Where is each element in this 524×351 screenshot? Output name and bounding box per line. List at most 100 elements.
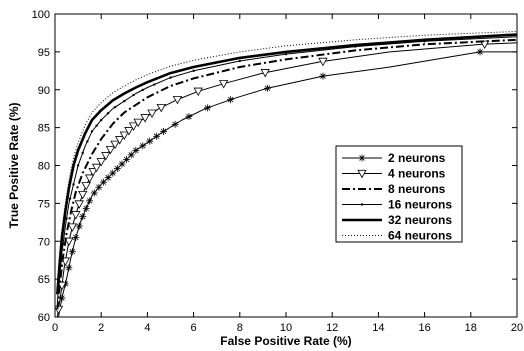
x-tick-label: 20 <box>511 322 523 334</box>
marker-4-neurons <box>147 109 157 119</box>
legend-box <box>335 145 463 243</box>
x-axis-title: False Positive Rate (%) <box>220 334 351 348</box>
y-tick-label: 95 <box>38 47 50 59</box>
marker-4-neurons <box>74 200 84 209</box>
marker-4-neurons <box>78 190 88 200</box>
y-tick-label: 70 <box>38 236 50 248</box>
marker-2-neurons <box>319 72 327 80</box>
marker-2-neurons <box>72 233 80 241</box>
legend-label-4-neurons: 4 neurons <box>388 167 446 181</box>
marker-16-neurons <box>132 93 135 97</box>
marker-4-neurons <box>172 95 183 105</box>
marker-4-neurons <box>318 57 328 67</box>
y-tick-label: 85 <box>38 123 50 135</box>
marker-2-neurons <box>104 174 112 182</box>
marker-4-neurons <box>101 152 111 161</box>
marker-2-neurons <box>185 113 193 121</box>
legend-label-64-neurons: 64 neurons <box>388 229 452 243</box>
y-tick-label: 75 <box>38 198 50 210</box>
x-tick-label: 4 <box>144 322 150 334</box>
marker-4-neurons <box>193 87 203 97</box>
marker-4-neurons <box>115 136 125 145</box>
marker-4-neurons <box>133 118 143 128</box>
marker-4-neurons <box>96 158 106 167</box>
legend-label-16-neurons: 16 neurons <box>388 198 452 212</box>
marker-2-neurons <box>82 204 90 212</box>
x-tick-label: 12 <box>326 322 338 334</box>
marker-2-neurons <box>75 222 83 230</box>
marker-4-neurons <box>88 168 98 177</box>
marker-16-neurons <box>106 112 110 115</box>
marker-16-neurons <box>100 118 103 122</box>
marker-2-neurons <box>100 178 108 186</box>
marker-16-neurons <box>192 69 195 73</box>
marker-16-neurons <box>76 164 80 167</box>
marker-2-neurons <box>153 132 161 140</box>
series-layer <box>55 30 517 317</box>
ticks-layer: 0 2 4 6 8 10 12 14 16 18 20 60 65 70 75 80 85 90 95 100 <box>32 9 523 334</box>
marker-4-neurons <box>479 40 490 50</box>
y-tick-label: 100 <box>32 9 50 21</box>
marker-4-neurons <box>84 174 95 183</box>
marker-2-neurons <box>203 104 211 112</box>
marker-16-neurons <box>141 88 144 92</box>
marker-2-neurons <box>146 137 154 145</box>
marker-2-neurons <box>65 264 73 272</box>
marker-4-neurons <box>110 140 120 150</box>
marker-2-neurons <box>86 197 94 205</box>
x-tick-label: 2 <box>98 322 104 334</box>
marker-16-neurons <box>123 99 126 103</box>
marker-2-neurons <box>132 146 140 154</box>
marker-4-neurons <box>128 122 139 131</box>
y-axis-title: True Positive Rate (%) <box>7 102 21 228</box>
legend-label-2-neurons: 2 neurons <box>388 151 446 165</box>
marker-16-neurons <box>72 183 75 186</box>
legend-label-8-neurons: 8 neurons <box>388 182 446 196</box>
series-line-32-neurons <box>56 33 517 295</box>
legend-marker-16-neurons <box>360 203 364 206</box>
marker-4-neurons <box>71 211 81 220</box>
marker-2-neurons <box>90 189 98 197</box>
y-tick-label: 65 <box>38 274 50 286</box>
x-tick-label: 0 <box>52 322 58 334</box>
y-tick-label: 80 <box>38 161 50 173</box>
marker-4-neurons <box>64 237 74 247</box>
marker-16-neurons <box>284 52 288 56</box>
marker-2-neurons <box>227 96 235 104</box>
marker-4-neurons <box>91 163 102 173</box>
marker-2-neurons <box>264 84 272 92</box>
marker-16-neurons <box>65 217 68 220</box>
marker-2-neurons <box>123 155 131 163</box>
marker-2-neurons <box>476 48 484 56</box>
marker-4-neurons <box>156 103 166 113</box>
marker-4-neurons <box>105 145 116 155</box>
x-tick-label: 10 <box>280 322 292 334</box>
marker-16-neurons <box>238 59 241 63</box>
x-tick-label: 6 <box>191 322 197 334</box>
marker-16-neurons <box>95 124 98 127</box>
marker-2-neurons <box>171 120 179 128</box>
marker-16-neurons <box>153 83 156 86</box>
marker-16-neurons <box>90 130 94 133</box>
legend-label-32-neurons: 32 neurons <box>388 213 452 227</box>
marker-2-neurons <box>95 183 103 191</box>
marker-2-neurons <box>127 151 135 159</box>
marker-4-neurons <box>81 182 91 191</box>
marker-4-neurons <box>124 127 134 136</box>
marker-2-neurons <box>160 127 168 135</box>
marker-4-neurons <box>119 131 129 141</box>
x-tick-label: 14 <box>372 322 384 334</box>
marker-2-neurons <box>118 160 126 168</box>
legend-marker-4-neurons <box>357 169 367 179</box>
marker-16-neurons <box>113 105 117 109</box>
legend-marker-2-neurons <box>358 154 366 162</box>
marker-16-neurons <box>68 197 72 200</box>
y-tick-label: 90 <box>38 85 50 97</box>
marker-4-neurons <box>218 80 229 89</box>
marker-2-neurons <box>139 142 147 150</box>
marker-2-neurons <box>113 165 121 173</box>
marker-4-neurons <box>260 69 270 78</box>
